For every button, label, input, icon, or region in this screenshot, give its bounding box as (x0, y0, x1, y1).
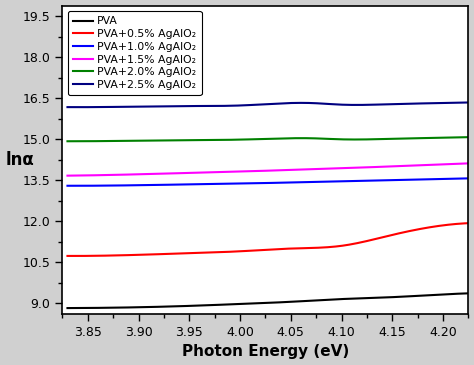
Line: PVA: PVA (67, 293, 468, 308)
PVA+1.5% AgAlO₂ (310, 167, 316, 172)
PVA+1.5% AgAlO₂ (428, 163, 434, 167)
PVA+1.0% AgAlO₂ (66, 184, 72, 188)
PVA+2.5% AgAlO₂ (77, 105, 82, 110)
PVA+0.5% AgAlO₂ (465, 221, 471, 225)
PVA+1.5% AgAlO₂ (303, 167, 309, 172)
PVA+1.0% AgAlO₂ (404, 178, 410, 182)
PVA+2.0% AgAlO₂ (404, 136, 410, 141)
PVA+0.5% AgAlO₂ (305, 246, 310, 250)
PVA+1.5% AgAlO₂ (402, 164, 408, 168)
Line: PVA+1.5% AgAlO₂: PVA+1.5% AgAlO₂ (67, 164, 468, 176)
Line: PVA+2.5% AgAlO₂: PVA+2.5% AgAlO₂ (67, 103, 468, 107)
PVA (465, 291, 471, 296)
PVA+2.5% AgAlO₂ (64, 105, 70, 109)
PVA+2.5% AgAlO₂ (429, 101, 435, 105)
PVA+1.0% AgAlO₂ (305, 180, 310, 184)
PVA+2.5% AgAlO₂ (303, 101, 309, 105)
PVA (428, 293, 434, 297)
PVA (64, 306, 70, 310)
PVA+0.5% AgAlO₂ (71, 254, 77, 258)
PVA+1.0% AgAlO₂ (429, 177, 435, 181)
Line: PVA+2.0% AgAlO₂: PVA+2.0% AgAlO₂ (67, 137, 468, 141)
PVA+2.0% AgAlO₂ (303, 136, 309, 141)
PVA+1.0% AgAlO₂ (303, 180, 309, 184)
PVA+0.5% AgAlO₂ (64, 254, 70, 258)
PVA+2.5% AgAlO₂ (404, 101, 410, 106)
PVA+2.0% AgAlO₂ (429, 136, 435, 140)
PVA (302, 299, 308, 303)
PVA+2.0% AgAlO₂ (66, 139, 72, 143)
PVA+1.5% AgAlO₂ (302, 167, 308, 172)
PVA+1.5% AgAlO₂ (64, 173, 70, 178)
PVA+0.5% AgAlO₂ (311, 246, 317, 250)
PVA+2.0% AgAlO₂ (465, 135, 471, 139)
Y-axis label: lnα: lnα (6, 151, 34, 169)
Line: PVA+1.0% AgAlO₂: PVA+1.0% AgAlO₂ (67, 178, 468, 186)
PVA+0.5% AgAlO₂ (303, 246, 309, 250)
PVA+1.0% AgAlO₂ (311, 180, 317, 184)
PVA+2.0% AgAlO₂ (67, 139, 73, 143)
PVA+1.5% AgAlO₂ (66, 173, 72, 178)
PVA+0.5% AgAlO₂ (429, 225, 435, 229)
PVA+2.5% AgAlO₂ (305, 101, 310, 105)
Legend: PVA, PVA+0.5% AgAlO₂, PVA+1.0% AgAlO₂, PVA+1.5% AgAlO₂, PVA+2.0% AgAlO₂, PVA+2.5: PVA, PVA+0.5% AgAlO₂, PVA+1.0% AgAlO₂, P… (68, 11, 201, 95)
PVA+0.5% AgAlO₂ (66, 254, 72, 258)
PVA+0.5% AgAlO₂ (404, 230, 410, 234)
PVA (303, 299, 309, 303)
PVA+1.5% AgAlO₂ (465, 161, 471, 166)
PVA (66, 306, 72, 310)
Line: PVA+0.5% AgAlO₂: PVA+0.5% AgAlO₂ (67, 223, 468, 256)
PVA+2.0% AgAlO₂ (64, 139, 70, 143)
PVA+2.5% AgAlO₂ (311, 101, 317, 105)
PVA+1.0% AgAlO₂ (465, 176, 471, 181)
PVA (310, 298, 316, 303)
PVA+2.5% AgAlO₂ (66, 105, 72, 110)
PVA+2.5% AgAlO₂ (465, 100, 471, 105)
PVA (402, 294, 408, 299)
PVA+2.0% AgAlO₂ (311, 136, 317, 141)
X-axis label: Photon Energy (eV): Photon Energy (eV) (182, 345, 349, 360)
PVA+1.0% AgAlO₂ (64, 184, 70, 188)
PVA+1.0% AgAlO₂ (71, 184, 77, 188)
PVA+2.0% AgAlO₂ (305, 136, 310, 141)
